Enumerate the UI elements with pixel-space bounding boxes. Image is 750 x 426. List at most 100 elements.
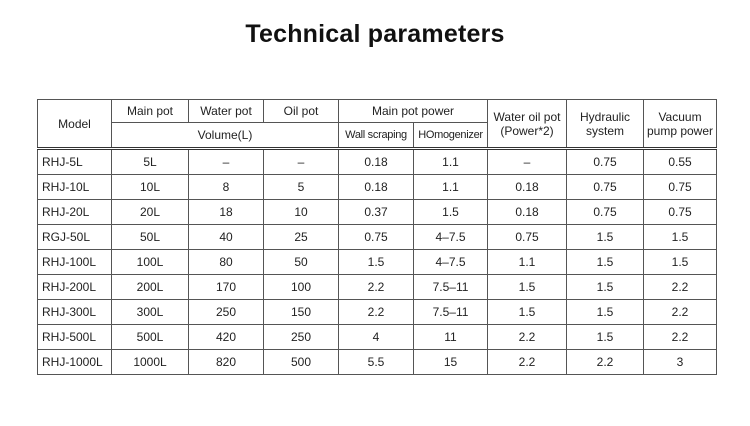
value-cell: 1.5 [487, 274, 568, 300]
table-row: RHJ-5L 5L – –0.18 1.1–0.75 0.55 [37, 148, 718, 175]
table-row: RHJ-300L 300L 250 150 2.2 7.5–11 1.5 1.5 2.2 [37, 299, 718, 325]
model-cell: RHJ-500L [37, 324, 112, 350]
value-cell: 1.5 [487, 299, 568, 325]
model-cell: RHJ-1000L [37, 349, 112, 375]
value-cell: 0.75 [566, 174, 645, 200]
header-cell: Water pot [188, 99, 264, 123]
table-row: RHJ-1000L 1000L 820 500 5.5 15 2.2 2.2 3 [37, 349, 718, 375]
value-cell: 40 [188, 224, 264, 250]
value-cell: 1.1 [412, 174, 489, 200]
value-cell: 0.75 [566, 148, 645, 175]
value-cell: 10L [111, 174, 189, 200]
value-cell: 1.5 [566, 249, 645, 275]
model-cell: RGJ-50L [37, 224, 112, 250]
value-cell: 200L [111, 274, 189, 300]
header-cell: Main pot power [337, 99, 489, 123]
table-row: RHJ-10L 10L 8 5 0.18 1.1 0.18 0.75 0.75 [37, 174, 718, 200]
value-cell: 0.18 [487, 199, 568, 225]
model-cell: RHJ-300L [37, 299, 112, 325]
value-cell: 1000L [111, 349, 189, 375]
value-cell: 50 [263, 249, 339, 275]
subheader-cell: Wall scraping [338, 122, 414, 150]
model-cell: RHJ-5L [37, 148, 112, 175]
subheader-cell: Volume(L) [111, 122, 339, 150]
spec-table: Model Main pot Water pot Oil pot Main po… [37, 99, 718, 375]
table-row: RHJ-200L 200L 170 100 2.2 7.5–11 1.5 1.5 2.2 [37, 274, 718, 300]
value-cell: 0.37 [338, 199, 414, 225]
table-row: RHJ-20L 20L 18 10 0.37 1.5 0.18 0.75 0.75 [37, 199, 718, 225]
value-cell: 2.2 [643, 299, 718, 325]
value-cell: 5 [263, 174, 339, 200]
value-cell: 1.5 [643, 224, 718, 250]
value-cell: 11 [412, 324, 489, 350]
value-cell: 1.5 [566, 299, 645, 325]
value-cell: 300L [111, 299, 189, 325]
value-cell: 1.1 [487, 249, 568, 275]
value-cell: 7.5–11 [412, 299, 489, 325]
value-cell: 0.18 [338, 148, 414, 175]
value-cell: 2.2 [338, 274, 414, 300]
value-cell: 25 [263, 224, 339, 250]
value-cell: 250 [188, 299, 264, 325]
value-cell: 0.75 [566, 199, 645, 225]
value-cell: 0.75 [643, 174, 718, 200]
model-cell: RHJ-10L [37, 174, 112, 200]
subheader-cell: HOmogenizer [412, 122, 489, 150]
value-cell: – [487, 148, 568, 175]
value-cell: – [188, 148, 264, 175]
model-cell: RHJ-100L [37, 249, 112, 275]
header-cell: Main pot [111, 99, 189, 123]
value-cell: 10 [263, 199, 339, 225]
value-cell: 15 [412, 349, 489, 375]
value-cell: 18 [188, 199, 264, 225]
value-cell: 0.18 [487, 174, 568, 200]
value-cell: 8 [188, 174, 264, 200]
value-cell: 0.75 [338, 224, 414, 250]
value-cell: 4 [338, 324, 414, 350]
value-cell: 170 [188, 274, 264, 300]
value-cell: 50L [111, 224, 189, 250]
value-cell: 5.5 [338, 349, 414, 375]
value-cell: 150 [263, 299, 339, 325]
value-cell: 2.2 [487, 349, 568, 375]
value-cell: 4–7.5 [412, 224, 489, 250]
value-cell: 420 [188, 324, 264, 350]
value-cell: 0.55 [643, 148, 718, 175]
header-cell: Oil pot [263, 99, 339, 123]
value-cell: 20L [111, 199, 189, 225]
value-cell: 1.5 [412, 199, 489, 225]
header-cell: Water oil pot (Power*2) [487, 99, 568, 150]
value-cell: 0.18 [338, 174, 414, 200]
value-cell: – [263, 148, 339, 175]
value-cell: 1.5 [566, 324, 645, 350]
value-cell: 7.5–11 [412, 274, 489, 300]
value-cell: 80 [188, 249, 264, 275]
page-title: Technical parameters [245, 20, 505, 48]
value-cell: 1.1 [412, 148, 489, 175]
value-cell: 100 [263, 274, 339, 300]
value-cell: 100L [111, 249, 189, 275]
value-cell: 2.2 [338, 299, 414, 325]
value-cell: 4–7.5 [412, 249, 489, 275]
value-cell: 1.5 [643, 249, 718, 275]
value-cell: 2.2 [487, 324, 568, 350]
value-cell: 5L [111, 148, 189, 175]
header-cell: Hydraulic system [566, 99, 645, 150]
value-cell: 0.75 [643, 199, 718, 225]
table-row: RHJ-100L 100L 80 50 1.5 4–7.5 1.1 1.5 1.5 [37, 249, 718, 275]
table-row: RHJ-500L 500L 420 250 4 11 2.2 1.5 2.2 [37, 324, 718, 350]
model-cell: RHJ-200L [37, 274, 112, 300]
value-cell: 250 [263, 324, 339, 350]
table-row: RGJ-50L 50L 40 25 0.75 4–7.5 0.75 1.5 1.5 [37, 224, 718, 250]
value-cell: 500L [111, 324, 189, 350]
table-body: RHJ-5L 5L – –0.18 1.1–0.75 0.55 RHJ-10L 10L 8 5 0.… [37, 148, 718, 375]
header-cell: Model [37, 99, 112, 150]
value-cell: 500 [263, 349, 339, 375]
header-cell: Vacuum pump power [643, 99, 718, 150]
value-cell: 1.5 [566, 274, 645, 300]
value-cell: 1.5 [566, 224, 645, 250]
value-cell: 0.75 [487, 224, 568, 250]
value-cell: 1.5 [338, 249, 414, 275]
value-cell: 820 [188, 349, 264, 375]
